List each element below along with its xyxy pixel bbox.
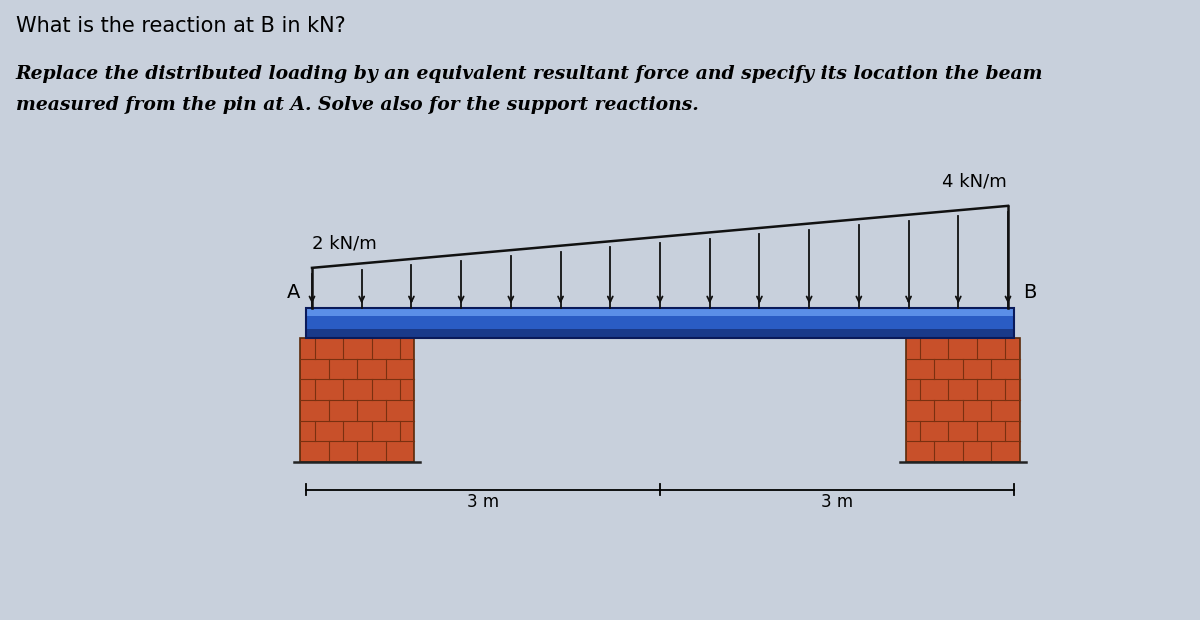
Text: B: B bbox=[1024, 283, 1037, 302]
Text: What is the reaction at B in kN?: What is the reaction at B in kN? bbox=[16, 16, 346, 35]
Bar bbox=[300, 338, 414, 462]
Bar bbox=[306, 329, 1014, 338]
Text: 2 kN/m: 2 kN/m bbox=[312, 234, 377, 252]
Text: Replace the distributed loading by an equivalent resultant force and specify its: Replace the distributed loading by an eq… bbox=[16, 65, 1043, 83]
Bar bbox=[306, 308, 1014, 316]
Bar bbox=[906, 338, 1020, 462]
Bar bbox=[306, 308, 1014, 338]
Text: A: A bbox=[287, 283, 300, 302]
Bar bbox=[306, 316, 1014, 329]
Text: 3 m: 3 m bbox=[821, 493, 853, 511]
Text: 3 m: 3 m bbox=[467, 493, 499, 511]
Text: measured from the pin at A. Solve also for the support reactions.: measured from the pin at A. Solve also f… bbox=[16, 96, 698, 114]
Text: 4 kN/m: 4 kN/m bbox=[942, 172, 1007, 190]
